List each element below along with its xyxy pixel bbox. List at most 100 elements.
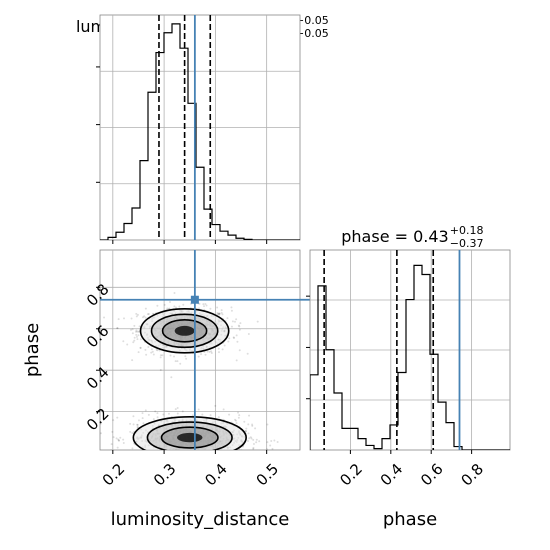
scatter-point — [206, 350, 209, 353]
scatter-point — [133, 339, 136, 342]
scatter-point — [222, 457, 224, 459]
scatter-point — [182, 460, 184, 462]
scatter-point — [174, 454, 176, 456]
scatter-point — [117, 439, 120, 442]
scatter-point — [179, 450, 181, 452]
scatter-point — [152, 353, 155, 356]
scatter-point — [167, 307, 170, 310]
scatter-point — [235, 359, 238, 362]
scatter-point — [210, 350, 213, 353]
scatter-point — [227, 340, 230, 343]
scatter-point — [115, 437, 118, 440]
scatter-point — [235, 318, 238, 321]
scatter-point — [233, 337, 236, 340]
scatter-point — [117, 439, 120, 442]
scatter-point — [119, 436, 122, 439]
scatter-point — [144, 307, 147, 310]
scatter-point — [216, 306, 219, 309]
scatter-point — [147, 451, 149, 453]
scatter-point — [193, 462, 195, 464]
scatter-point — [159, 356, 162, 359]
scatter-point — [105, 456, 107, 458]
scatter-point — [204, 302, 207, 305]
scatter-point — [112, 436, 115, 439]
scatter-point — [140, 452, 142, 454]
scatter-point — [206, 453, 208, 455]
scatter-point — [129, 328, 132, 331]
density-core — [174, 325, 195, 336]
x-tick-label-ld: 0.4 — [201, 460, 231, 490]
scatter-point — [156, 460, 158, 462]
scatter-point — [172, 460, 174, 462]
scatter-point — [193, 453, 195, 455]
scatter-point — [191, 414, 194, 417]
scatter-point — [136, 425, 139, 428]
scatter-point — [191, 461, 193, 463]
scatter-point — [147, 312, 150, 315]
scatter-point — [181, 410, 184, 413]
scatter-point — [182, 303, 185, 306]
scatter-point — [137, 334, 140, 337]
scatter-point — [248, 437, 251, 440]
scatter-point — [273, 460, 275, 462]
scatter-point — [141, 417, 144, 420]
scatter-point — [238, 414, 241, 417]
scatter-point — [156, 452, 158, 454]
scatter-point — [248, 452, 250, 454]
scatter-point — [233, 452, 235, 454]
scatter-point — [183, 452, 185, 454]
scatter-point — [249, 436, 252, 439]
scatter-point — [201, 413, 204, 416]
scatter-point — [138, 325, 141, 328]
scatter-point — [178, 305, 181, 308]
scatter-point — [140, 459, 142, 461]
x-tick-label-phase-hist: 0.2 — [336, 460, 366, 490]
scatter-point — [144, 316, 147, 319]
scatter-point — [164, 455, 166, 457]
scatter-point — [230, 306, 233, 309]
scatter-point — [161, 354, 164, 357]
ld-phase-2d-panel: 0.2 0.3 0.4 0.50.20.40.60.8 — [77, 249, 310, 490]
phase-title: phase = 0.43 — [341, 227, 448, 246]
scatter-point — [137, 419, 140, 422]
scatter-point — [210, 453, 212, 455]
scatter-point — [251, 424, 254, 427]
scatter-point — [185, 454, 187, 456]
scatter-point — [195, 453, 197, 455]
histogram-step — [100, 23, 300, 240]
scatter-point — [111, 430, 114, 433]
scatter-point — [167, 412, 170, 415]
scatter-point — [138, 460, 140, 462]
scatter-point — [132, 423, 135, 426]
scatter-point — [271, 447, 274, 450]
scatter-point — [252, 442, 255, 445]
scatter-point — [245, 427, 248, 430]
scatter-point — [131, 432, 134, 435]
scatter-point — [194, 451, 196, 453]
scatter-point — [77, 435, 79, 437]
scatter-point — [222, 408, 225, 411]
scatter-point — [141, 412, 144, 415]
scatter-point — [234, 418, 237, 421]
scatter-point — [139, 346, 142, 349]
scatter-point — [152, 456, 154, 458]
phase-histogram-panel: 0.2 0.4 0.6 0.8 — [306, 249, 511, 490]
scatter-point — [170, 459, 172, 461]
y-axis-label-phase: phase — [22, 323, 43, 377]
scatter-point — [129, 430, 132, 433]
scatter-point — [220, 311, 223, 314]
scatter-point — [193, 463, 195, 465]
scatter-point — [190, 453, 192, 455]
x-tick-label-phase-hist: 0.4 — [377, 460, 407, 490]
scatter-point — [173, 305, 176, 308]
scatter-point — [193, 457, 195, 459]
scatter-point — [221, 348, 224, 351]
truth-marker — [190, 295, 199, 304]
scatter-point — [209, 307, 212, 310]
scatter-point — [176, 360, 179, 363]
scatter-point — [139, 347, 142, 350]
scatter-point — [238, 328, 241, 331]
scatter-point — [199, 458, 201, 460]
scatter-point — [197, 307, 200, 310]
scatter-point — [142, 422, 145, 425]
